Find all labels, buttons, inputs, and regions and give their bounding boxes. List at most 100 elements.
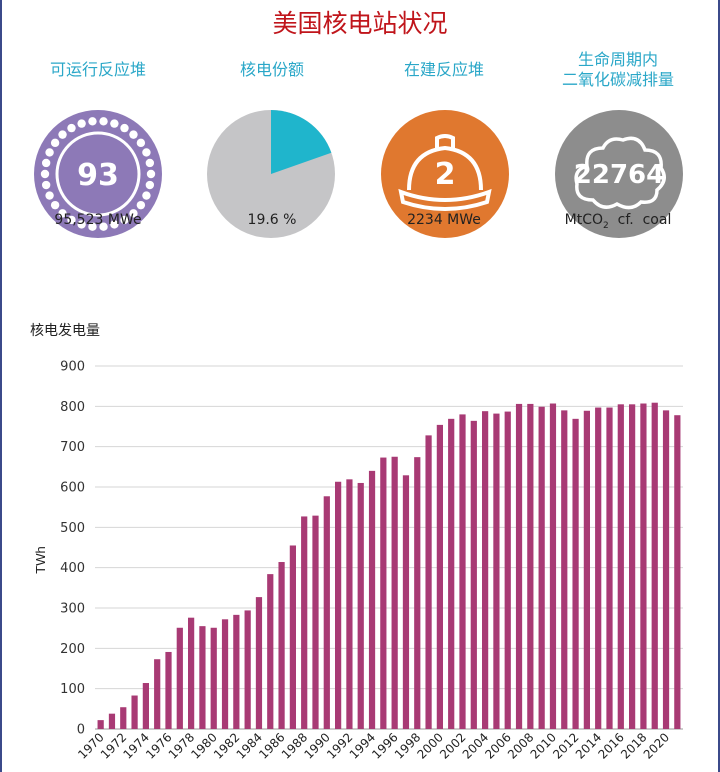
reactor-dot xyxy=(45,191,54,200)
bar-2015 xyxy=(606,407,613,729)
reactor-dot xyxy=(136,138,146,148)
reactor-dot xyxy=(88,117,97,126)
reactor-dot xyxy=(67,215,76,225)
bar-2008 xyxy=(527,403,534,729)
reactor-dot xyxy=(146,169,156,179)
bar-1993 xyxy=(357,482,364,729)
bar-1984 xyxy=(255,597,263,729)
cloud-icon: 22764 xyxy=(555,110,683,238)
bar-1991 xyxy=(335,481,342,729)
bar-1989 xyxy=(312,515,319,729)
bar-1970 xyxy=(97,720,104,729)
stat-caption-capacity: 95,523 MWe xyxy=(54,212,142,228)
bar-1996 xyxy=(391,456,398,729)
bar-2009 xyxy=(538,406,545,729)
bar-2016 xyxy=(617,404,624,729)
reactor-dot xyxy=(129,209,138,218)
bar-2010 xyxy=(549,403,557,729)
y-tick-label: 600 xyxy=(60,481,85,496)
bar-2003 xyxy=(470,420,477,729)
bar-2000 xyxy=(436,424,443,729)
bar-1982 xyxy=(233,614,240,729)
caption-pre: MtCO xyxy=(564,212,604,228)
bar-2014 xyxy=(595,407,602,729)
bar-1990 xyxy=(323,496,330,729)
stat-caption-construction: 2234 MWe xyxy=(407,212,481,228)
reactor-dot xyxy=(77,119,86,128)
reactor-dot xyxy=(41,180,51,190)
bar-2004 xyxy=(482,411,489,729)
caption-post: cf. coal xyxy=(608,212,672,228)
bar-1985 xyxy=(267,574,274,729)
reactor-core-icon: 93 xyxy=(34,110,162,238)
reactor-dot xyxy=(142,148,151,157)
bar-1988 xyxy=(301,516,308,729)
y-tick-label: 200 xyxy=(60,642,85,657)
bar-2017 xyxy=(629,404,636,729)
reactor-dot xyxy=(50,138,60,148)
co2-value: 22764 xyxy=(574,160,664,190)
y-tick-label: 500 xyxy=(60,521,85,536)
bar-2006 xyxy=(504,411,511,729)
reactor-dot xyxy=(88,222,97,231)
bar-1979 xyxy=(199,626,206,729)
hard-hat-icon: 2 xyxy=(381,110,509,238)
pie-share-icon xyxy=(207,110,335,238)
reactor-dot xyxy=(41,158,51,168)
stat-caption-co2: MtCO2 cf. coal xyxy=(530,212,706,231)
reactor-dot xyxy=(129,130,138,139)
reactor-dot xyxy=(58,209,67,218)
bar-1999 xyxy=(425,435,432,729)
stat-under-construction: 在建反应堆 xyxy=(356,48,532,92)
y-axis-label: TWh xyxy=(33,546,48,573)
y-tick-label: 800 xyxy=(60,400,85,415)
bar-2018 xyxy=(640,403,647,729)
reactor-dot xyxy=(110,220,119,229)
y-tick-label: 100 xyxy=(60,682,85,697)
stat-label: 生命周期内 二氧化碳减排量 xyxy=(530,48,706,92)
stat-nuclear-share: 核电份额 xyxy=(184,48,360,92)
x-tick-label: 2020 xyxy=(641,730,672,761)
y-tick-label: 700 xyxy=(60,440,85,455)
stat-label: 核电份额 xyxy=(239,60,304,79)
pie-slice-nuclear xyxy=(271,110,332,174)
bar-1977 xyxy=(176,627,183,729)
bar-2011 xyxy=(561,410,568,729)
page-title: 美国核电站状况 xyxy=(272,9,448,38)
reactor-dot xyxy=(145,158,155,168)
reactor-dot xyxy=(145,180,155,190)
construction-count: 2 xyxy=(435,157,456,192)
reactor-dot xyxy=(40,169,50,179)
bar-2020 xyxy=(662,410,670,729)
chart-title: 核电发电量 xyxy=(30,323,100,339)
stat-label-line2: 二氧化碳减排量 xyxy=(561,70,674,89)
bar-1975 xyxy=(154,659,161,729)
bar-1973 xyxy=(131,695,138,729)
reactor-dot xyxy=(110,119,119,128)
stat-label-line1: 生命周期内 xyxy=(577,50,658,69)
bar-2013 xyxy=(583,410,590,729)
reactor-dot xyxy=(99,222,108,231)
bar-1980 xyxy=(210,627,217,729)
reactor-dot xyxy=(142,191,151,200)
y-tick-label: 300 xyxy=(60,602,85,617)
bar-1971 xyxy=(108,713,116,729)
bar-2021 xyxy=(674,415,681,729)
bar-2002 xyxy=(459,414,466,729)
stat-label: 可运行反应堆 xyxy=(49,60,146,79)
bar-2005 xyxy=(493,413,500,729)
bar-2007 xyxy=(515,403,523,729)
reactor-dot xyxy=(120,123,129,133)
stat-co2-avoided: 生命周期内 二氧化碳减排量 xyxy=(530,48,706,92)
stat-caption-share: 19.6 % xyxy=(247,212,297,228)
reactor-dot xyxy=(58,130,67,139)
reactor-dot xyxy=(136,200,146,210)
reactor-dot xyxy=(50,200,60,210)
bar-1995 xyxy=(380,457,387,729)
bar-1987 xyxy=(289,545,296,729)
bar-2012 xyxy=(572,418,579,729)
reactor-dot xyxy=(99,117,108,126)
bar-1981 xyxy=(221,619,229,729)
reactor-count: 93 xyxy=(77,158,119,193)
